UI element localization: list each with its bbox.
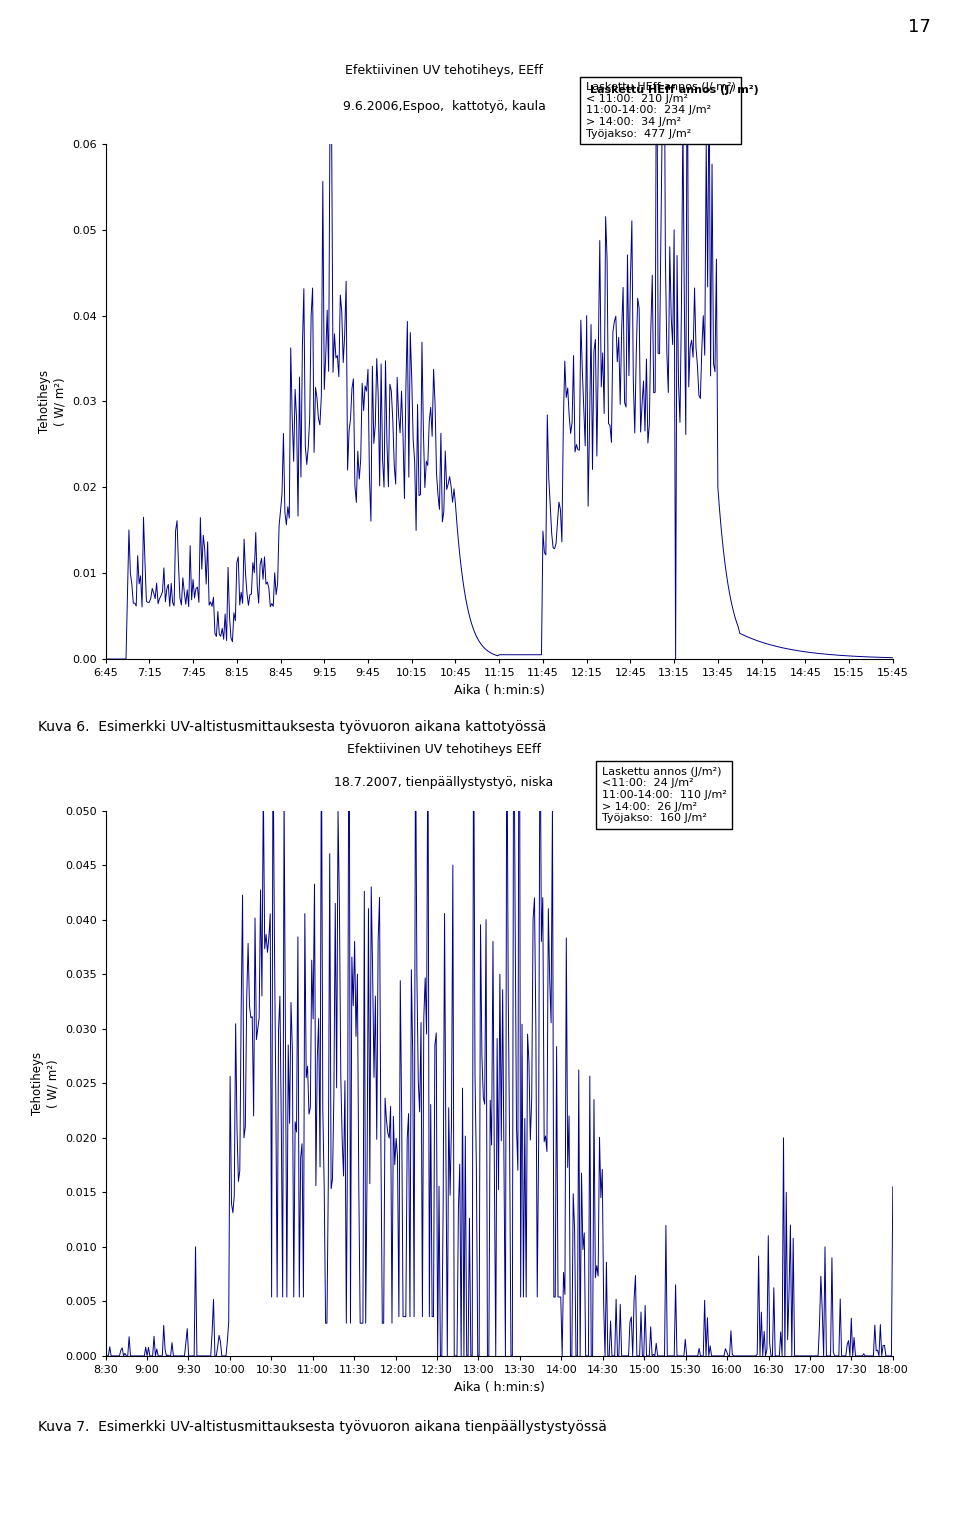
X-axis label: Aika ( h:min:s): Aika ( h:min:s) bbox=[454, 683, 544, 697]
Text: Efektiivinen UV tehotiheys EEff: Efektiivinen UV tehotiheys EEff bbox=[348, 742, 541, 756]
Y-axis label: Tehotiheys
( W/ m²): Tehotiheys ( W/ m²) bbox=[32, 1051, 60, 1115]
Text: Kuva 7.  Esimerkki UV-altistusmittauksesta työvuoron aikana tienpäällystystyössä: Kuva 7. Esimerkki UV-altistusmittauksest… bbox=[38, 1420, 608, 1433]
Text: Laskettu HEff annos (J/ m²)
< 11:00:  210 J/m²
11:00-14:00:  234 J/m²
> 14:00:  : Laskettu HEff annos (J/ m²) < 11:00: 210… bbox=[586, 82, 735, 138]
Text: Laskettu annos (J/m²)
<11:00:  24 J/m²
11:00-14:00:  110 J/m²
> 14:00:  26 J/m²
: Laskettu annos (J/m²) <11:00: 24 J/m² 11… bbox=[602, 767, 727, 823]
Text: Kuva 6.  Esimerkki UV-altistusmittauksesta työvuoron aikana kattotyössä: Kuva 6. Esimerkki UV-altistusmittauksest… bbox=[38, 720, 546, 733]
Text: Efektiivinen UV tehotiheys, EEff: Efektiivinen UV tehotiheys, EEff bbox=[345, 64, 543, 77]
Text: Laskettu HEff annos (J/ m²): Laskettu HEff annos (J/ m²) bbox=[589, 85, 758, 95]
Text: 18.7.2007, tienpäällystystyö, niska: 18.7.2007, tienpäällystystyö, niska bbox=[334, 776, 554, 789]
Text: 17: 17 bbox=[908, 18, 931, 36]
Text: 9.6.2006,Espoo,  kattotyö, kaula: 9.6.2006,Espoo, kattotyö, kaula bbox=[343, 100, 545, 114]
Y-axis label: Tehotiheys
( W/ m²): Tehotiheys ( W/ m²) bbox=[38, 370, 66, 433]
X-axis label: Aika ( h:min:s): Aika ( h:min:s) bbox=[454, 1380, 544, 1394]
